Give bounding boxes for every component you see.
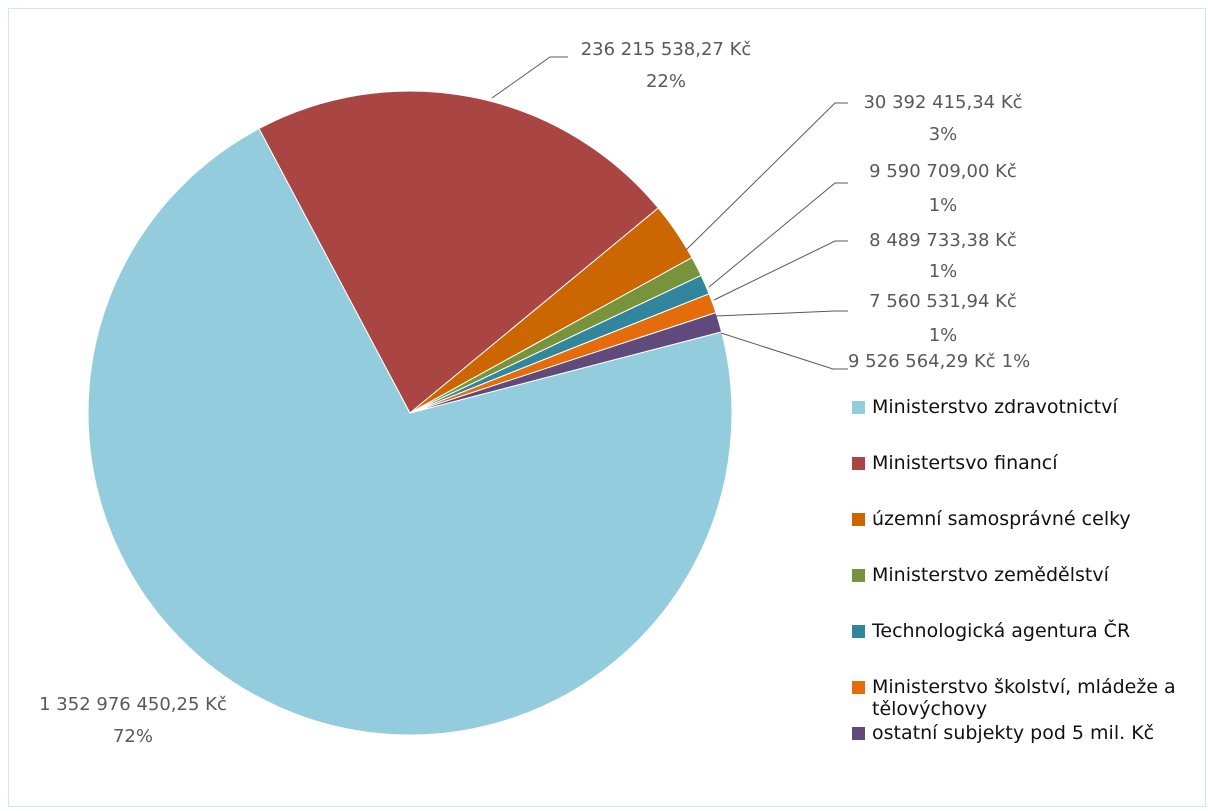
legend: Ministerstvo zdravotnictví Ministertsvo f… (852, 396, 1202, 778)
legend-swatch (852, 681, 865, 694)
leader-line (713, 240, 848, 301)
percent-label: 3% (929, 124, 958, 145)
data-label: 9 526 564,29 Kč 1% (848, 351, 1030, 372)
chart-frame (8, 8, 1206, 807)
legend-item: územní samosprávné celky (852, 508, 1202, 530)
percent-label: 22% (646, 71, 686, 92)
legend-swatch (852, 569, 865, 582)
percent-label: 1% (929, 325, 958, 346)
legend-swatch (852, 727, 865, 740)
legend-swatch (852, 457, 865, 470)
legend-item: ostatní subjekty pod 5 mil. Kč (852, 722, 1202, 744)
legend-swatch (852, 625, 865, 638)
amount-label: 30 392 415,34 Kč (863, 92, 1022, 113)
legend-item: Technologická agentura ČR (852, 620, 1202, 642)
leader-line (708, 182, 848, 288)
percent-label: 72% (113, 726, 153, 747)
legend-swatch (852, 401, 865, 414)
leader-line (720, 332, 848, 370)
leader-line (491, 56, 568, 99)
legend-label: územní samosprávné celky (872, 508, 1131, 530)
percent-label: 1% (929, 195, 958, 216)
legend-item: Ministertsvo financí (852, 452, 1202, 474)
pie-slice (258, 90, 659, 414)
pie-slice (409, 311, 723, 414)
legend-swatch (852, 513, 865, 526)
amount-label: 9 526 564,29 Kč (848, 351, 996, 372)
amount-label: 9 590 709,00 Kč (869, 161, 1017, 182)
amount-label: 8 489 733,38 Kč (869, 230, 1017, 251)
legend-label: ostatní subjekty pod 5 mil. Kč (872, 722, 1155, 744)
legend-item: Ministerstvo zdravotnictví (852, 396, 1202, 418)
leader-line (715, 310, 848, 317)
legend-label: Ministerstvo zdravotnictví (872, 396, 1118, 418)
amount-label: 236 215 538,27 Kč (581, 39, 752, 60)
amount-label: 1 352 976 450,25 Kč (39, 694, 227, 715)
legend-item: Ministerstvo školství, mládeže a tělovýc… (852, 676, 1202, 720)
percent-label: 1% (929, 261, 958, 282)
legend-label: Ministertsvo financí (872, 452, 1058, 474)
legend-label: Ministerstvo školství, mládeže a tělovýc… (872, 676, 1176, 720)
legend-item: Ministerstvo zemědělství (852, 564, 1202, 586)
legend-label: Technologická agentura ČR (872, 620, 1131, 642)
legend-label: Ministerstvo zemědělství (872, 564, 1109, 586)
pie-slice (87, 127, 733, 736)
percent-label: 1% (1002, 351, 1031, 372)
amount-label: 7 560 531,94 Kč (869, 291, 1017, 312)
leader-line (685, 102, 848, 251)
